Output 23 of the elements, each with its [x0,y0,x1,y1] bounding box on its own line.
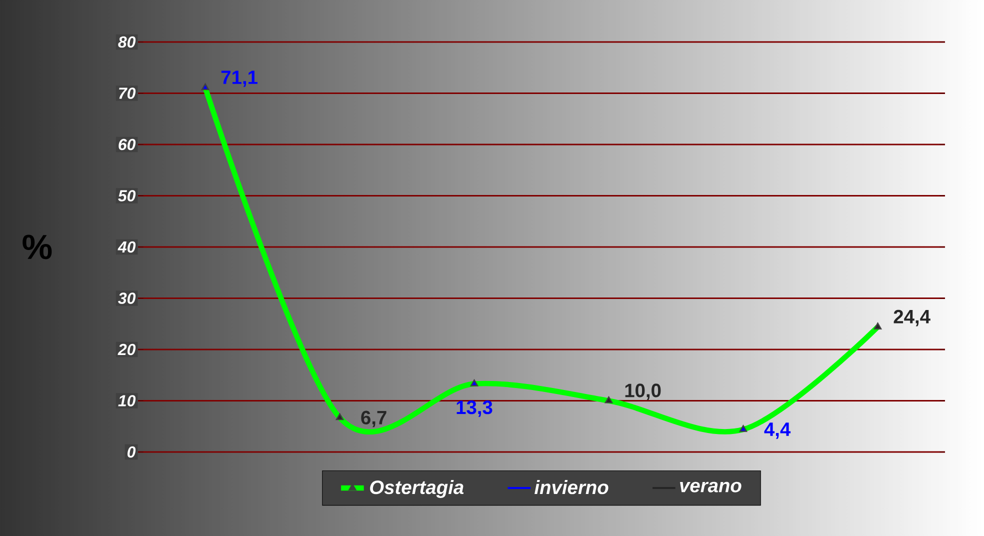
data-label: 24,4 [894,310,930,326]
point [338,415,342,419]
data-label: 71,1 [221,70,258,87]
data-label: 4,4 [764,422,791,439]
legend-label: verano [680,482,742,492]
data-label: 6,7 [361,410,386,428]
y-tick-label: 20 [118,344,136,356]
point [606,398,611,402]
legend-label: Ostertagia [370,480,464,498]
y-tick-label: 0 [128,446,136,458]
legend-label: invierno [534,480,608,494]
y-tick-label: 30 [118,292,136,304]
y-tick-label: 60 [118,138,136,150]
y-tick-label: 10 [118,395,136,406]
y-tick-label: 80 [118,36,136,48]
data-label: 10,0 [625,384,661,400]
point [203,85,208,89]
y-tick-label: 40 [118,241,136,253]
y-tick-label: 70 [119,88,136,99]
data-label: 13,3 [456,400,492,417]
y-axis-title: % [22,234,52,260]
point [472,381,476,386]
y-tick-label: 50 [118,190,136,202]
